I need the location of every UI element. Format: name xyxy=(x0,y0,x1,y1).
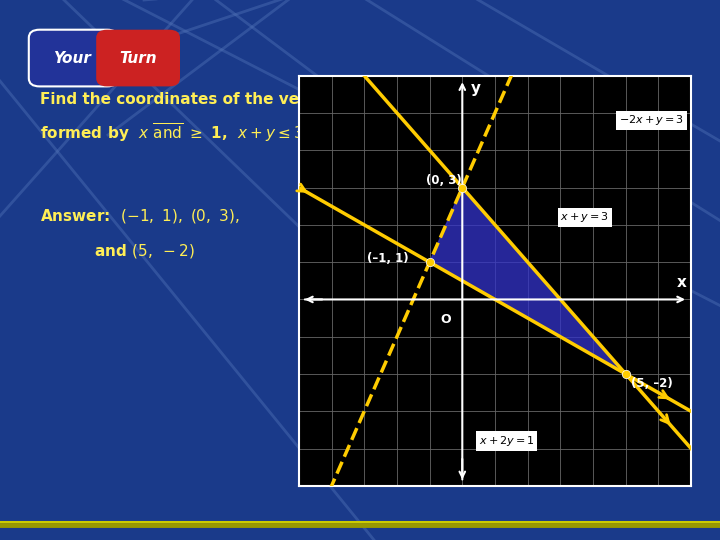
Text: Turn: Turn xyxy=(120,51,157,65)
Text: y: y xyxy=(470,81,480,96)
Text: (5, –2): (5, –2) xyxy=(631,377,672,390)
Text: formed by  $x$ $\overline{\mathrm{and}}$ $\geq$ 1,  $x + y \leq 3$,       $-2x +: formed by $x$ $\overline{\mathrm{and}}$ … xyxy=(40,121,439,144)
Text: and $(5,\ -2)$: and $(5,\ -2)$ xyxy=(94,242,194,260)
Text: Your: Your xyxy=(53,51,91,65)
Text: x: x xyxy=(676,275,686,290)
Text: Answer:  $(-1,\ 1),\ (0,\ 3),$: Answer: $(-1,\ 1),\ (0,\ 3),$ xyxy=(40,207,239,225)
Text: (0, 3): (0, 3) xyxy=(426,174,462,187)
Text: (–1, 1): (–1, 1) xyxy=(367,252,409,265)
Text: O: O xyxy=(440,313,451,326)
FancyBboxPatch shape xyxy=(96,30,180,86)
Text: $-2x + y = 3$: $-2x + y = 3$ xyxy=(619,113,684,127)
FancyBboxPatch shape xyxy=(29,30,118,86)
Polygon shape xyxy=(430,187,626,374)
Text: Find the coordinates of the vertices of the figure: Find the coordinates of the vertices of … xyxy=(40,92,460,107)
Text: $x + y = 3$: $x + y = 3$ xyxy=(560,211,609,225)
Text: $x + 2y = 1$: $x + 2y = 1$ xyxy=(479,434,534,448)
